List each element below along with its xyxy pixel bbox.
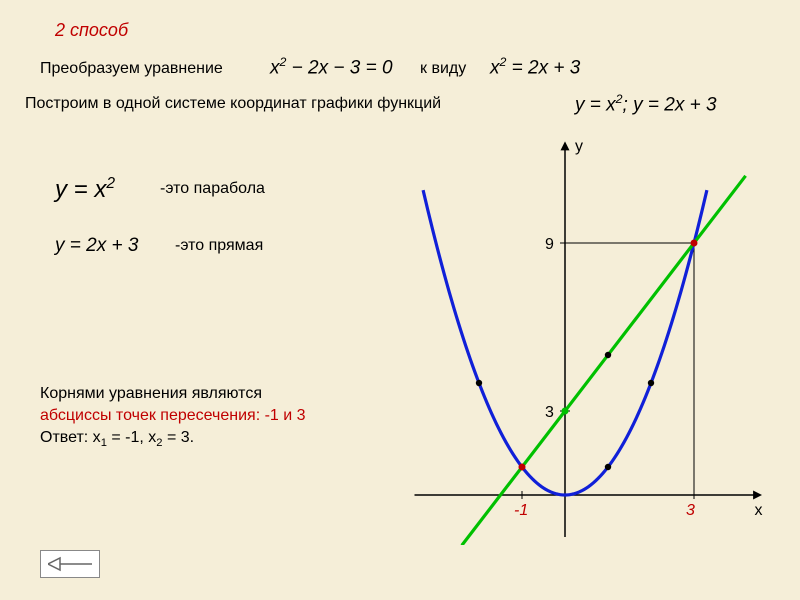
line-desc: -это прямая	[175, 237, 263, 255]
slide: 2 способ Преобразуем уравнение x2 − 2x −…	[0, 0, 800, 600]
method-heading: 2 способ	[55, 20, 128, 41]
plot-dot	[605, 464, 611, 470]
roots-emphasis: абсциссы точек пересечения	[40, 407, 256, 424]
coordinate-chart: y x -1 3 3 9	[395, 135, 775, 545]
x-tick-label: 3	[686, 502, 695, 519]
intersection-dot	[691, 240, 698, 247]
transform-label: Преобразуем уравнение	[40, 60, 223, 78]
functions-list: y = x2; y = 2x + 3	[575, 92, 717, 116]
parabola-desc: -это парабола	[160, 180, 265, 198]
x-axis-label: x	[755, 502, 763, 519]
x-tick-label: -1	[514, 502, 528, 519]
line-y-intercept-dot	[562, 408, 569, 415]
build-graphs-label: Построим в одной системе координат графи…	[25, 95, 441, 113]
equation-transformed: x2 = 2x + 3	[490, 55, 580, 79]
roots-line1: Корнями уравнения являются	[40, 385, 262, 403]
equation-original: x2 − 2x − 3 = 0	[270, 55, 393, 79]
to-form-label: к виду	[420, 60, 466, 78]
y-tick-label: 9	[545, 236, 554, 253]
back-button[interactable]	[40, 550, 100, 578]
answer-line: Ответ: x1 = -1, x2 = 3.	[40, 429, 194, 449]
plot-dot	[648, 380, 654, 386]
plot-dot	[476, 380, 482, 386]
roots-line2: абсциссы точек пересечения: -1 и 3	[40, 407, 306, 425]
intersection-dot	[519, 464, 526, 471]
y-axis-label: y	[575, 138, 583, 155]
plot-dot	[605, 352, 611, 358]
y-tick-label: 3	[545, 404, 554, 421]
arrow-left-icon	[48, 556, 92, 572]
parabola-equation: y = x2	[55, 175, 115, 204]
line-graph	[462, 176, 746, 545]
line-equation: y = 2x + 3	[55, 235, 138, 257]
